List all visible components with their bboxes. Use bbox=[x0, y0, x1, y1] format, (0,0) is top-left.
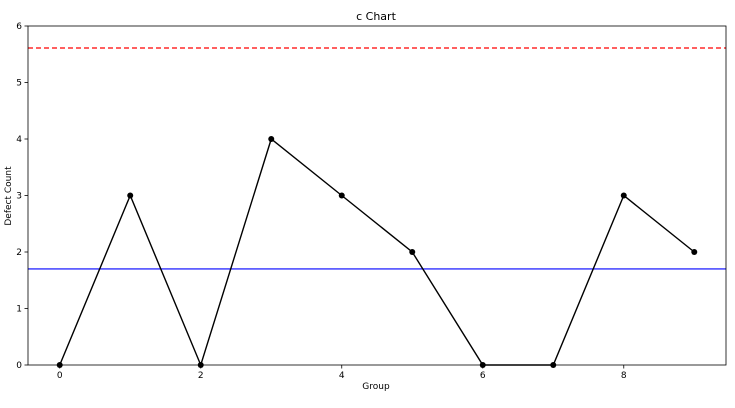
x-axis-label: Group bbox=[362, 382, 390, 392]
x-tick-label: 6 bbox=[480, 371, 486, 381]
x-tick-label: 2 bbox=[198, 371, 204, 381]
y-axis-label: Defect Count bbox=[4, 166, 14, 226]
y-tick-label: 4 bbox=[16, 135, 22, 145]
reference-lines bbox=[28, 47, 726, 270]
series-layer bbox=[56, 136, 698, 368]
data-point bbox=[691, 249, 698, 255]
axes: 0 2 4 6 8 0 1 2 3 4 5 6 bbox=[16, 22, 727, 381]
x-tick-label: 0 bbox=[57, 371, 63, 381]
y-tick-label: 3 bbox=[16, 192, 22, 202]
data-point bbox=[268, 136, 275, 142]
chart-title: c Chart bbox=[356, 10, 396, 23]
x-tick-label: 4 bbox=[339, 371, 345, 381]
y-tick-label: 0 bbox=[16, 361, 22, 371]
data-point bbox=[620, 192, 627, 199]
y-tick-label: 2 bbox=[16, 248, 22, 258]
y-tick-label: 1 bbox=[16, 305, 22, 315]
data-point bbox=[338, 192, 345, 199]
data-point bbox=[409, 249, 416, 255]
data-point bbox=[127, 192, 134, 199]
series-line bbox=[59, 137, 695, 368]
x-tick-label: 8 bbox=[621, 371, 627, 381]
y-tick-label: 6 bbox=[16, 22, 22, 32]
y-tick-label: 5 bbox=[16, 79, 22, 89]
